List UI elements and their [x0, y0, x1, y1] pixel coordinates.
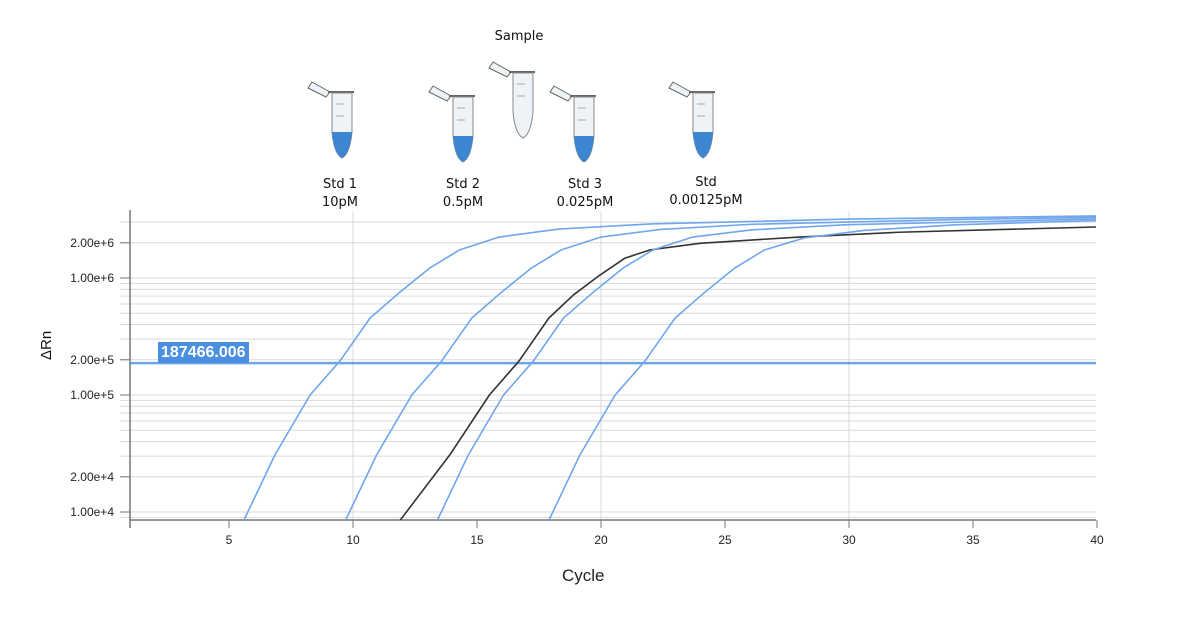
x-tick-label: 40 — [1090, 533, 1104, 547]
tube-label-line2: 0.025pM — [556, 195, 614, 210]
tube-liquid — [453, 136, 473, 162]
tube-body — [512, 72, 534, 139]
y-tick-label: 1.00e+5 — [70, 388, 114, 402]
y-tick-label: 2.00e+4 — [70, 470, 114, 484]
x-tick-label: 20 — [594, 533, 608, 547]
tube-label-line1: Std 2 — [445, 177, 480, 192]
tube-liquid — [693, 132, 713, 158]
x-tick-label: 30 — [842, 533, 856, 547]
series-group — [243, 215, 1096, 520]
y-tick-label: 1.00e+4 — [70, 505, 114, 519]
tube-label-std1: Std 1 10pM — [270, 176, 410, 212]
tube-icon — [428, 85, 475, 163]
tube-label-line1: Std 3 — [567, 177, 602, 192]
tube-label-std3: Std 3 0.025pM — [515, 176, 655, 212]
amplification-curve-2 — [344, 216, 1096, 520]
tube-label-line2: 0.00125pM — [669, 193, 743, 208]
tube-liquid — [332, 132, 352, 158]
tube-cap-icon — [307, 81, 331, 98]
tube-icon — [488, 61, 535, 139]
y-tick-label: 1.00e+6 — [70, 271, 114, 285]
y-tick-label: 2.00e+6 — [70, 236, 114, 250]
amplification-curve-1 — [243, 215, 1096, 520]
tube-label-line2: 0.5pM — [442, 195, 484, 210]
threshold-label[interactable]: 187466.006 — [158, 342, 249, 363]
tube-label-std4: Std 0.00125pM — [636, 174, 776, 210]
tube-label-line2: 10pM — [321, 195, 358, 210]
tube-cap-icon — [488, 61, 512, 78]
tube-label-sample: Sample — [449, 28, 589, 46]
x-axis-label: Cycle — [562, 566, 605, 585]
x-tick-label: 25 — [718, 533, 732, 547]
tube-label-line1: Std — [695, 175, 717, 190]
x-tick-label: 15 — [470, 533, 484, 547]
tube-cap-icon — [428, 85, 452, 102]
tube-icon — [549, 85, 596, 163]
x-tick-label: 5 — [226, 533, 233, 547]
tube-cap-icon — [668, 81, 692, 98]
tube-label-line1: Sample — [494, 29, 544, 44]
tube-label-std2: Std 2 0.5pM — [393, 176, 533, 212]
y-axis-label: ΔRn — [38, 330, 55, 360]
tube-icon — [668, 81, 715, 159]
tube-icon — [307, 81, 354, 159]
x-tick-label: 10 — [346, 533, 360, 547]
amplification-curve-3 — [399, 226, 1096, 520]
amplification-curve-5 — [548, 219, 1096, 520]
y-tick-label: 2.00e+5 — [70, 353, 114, 367]
tube-label-line1: Std 1 — [322, 177, 357, 192]
amplification-curve-4 — [436, 218, 1096, 520]
tube-liquid — [574, 136, 594, 162]
x-tick-label: 35 — [966, 533, 980, 547]
tube-cap-icon — [549, 85, 573, 102]
